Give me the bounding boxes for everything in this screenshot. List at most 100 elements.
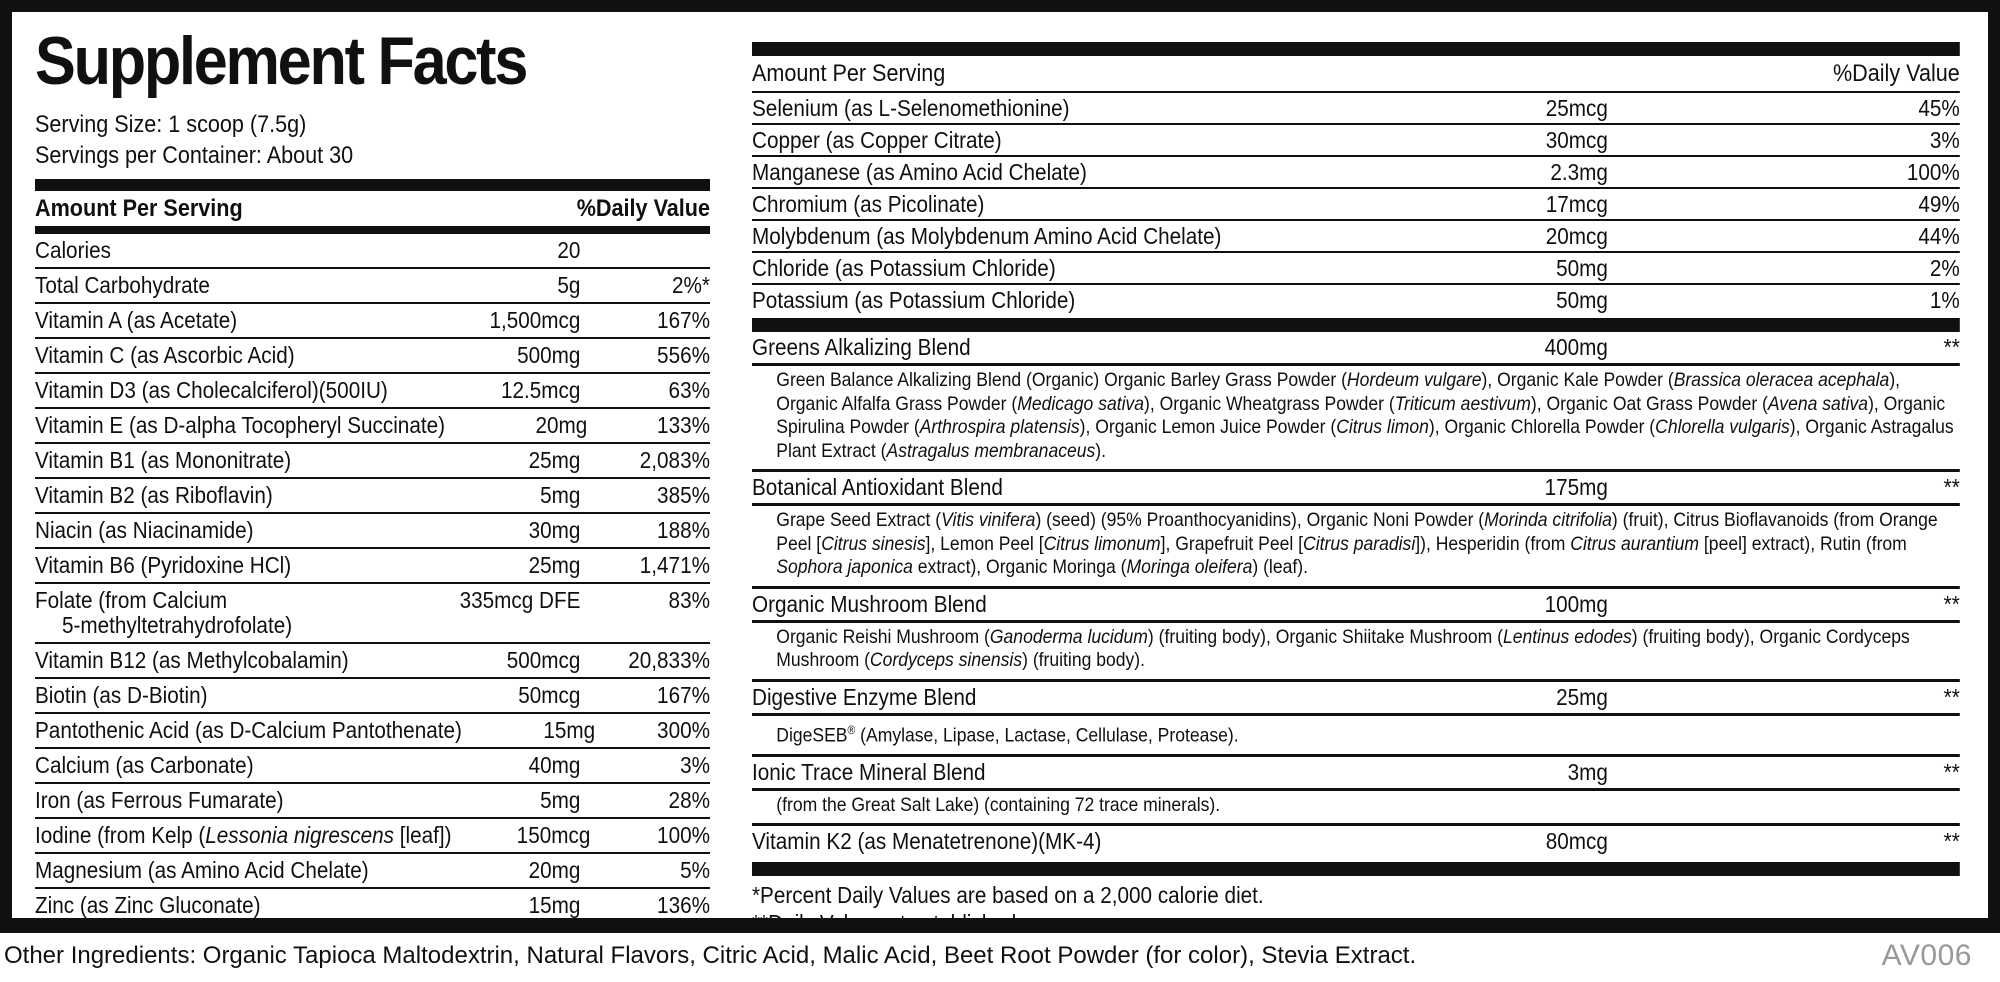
nutrient-name: Vitamin K2 (as Menatetrenone)(MK-4) bbox=[752, 828, 1102, 854]
nutrient-name: Ionic Trace Mineral Blend bbox=[752, 758, 986, 785]
other-ingredients-text: Other Ingredients: Organic Tapioca Malto… bbox=[4, 941, 1417, 969]
nutrient-amount: 25mg bbox=[528, 551, 581, 578]
nutrient-row: Molybdenum (as Molybdenum Amino Acid Che… bbox=[752, 221, 1960, 253]
nutrient-name: Zinc (as Zinc Gluconate) bbox=[35, 891, 261, 918]
nutrient-name: Organic Mushroom Blend bbox=[752, 590, 987, 617]
nutrient-amount: 50mg bbox=[1556, 255, 1608, 281]
panel-title: Supplement Facts bbox=[35, 23, 528, 99]
servings-per-container: Servings per Container: About 30 bbox=[35, 141, 354, 169]
nutrient-dv: 100% bbox=[1906, 159, 1960, 185]
blend-description: DigeSEB® (Amylase, Lipase, Lactase, Cell… bbox=[752, 716, 1960, 757]
footnote: *Percent Daily Values are based on a 2,0… bbox=[752, 882, 1264, 908]
nutrient-dv: 556% bbox=[657, 341, 710, 368]
right-column: Amount Per Serving %Daily Value Selenium… bbox=[752, 42, 1960, 937]
section-bar bbox=[752, 318, 1960, 332]
label-box: Supplement Facts Serving Size: 1 scoop (… bbox=[0, 0, 2000, 936]
nutrient-name: Total Carbohydrate bbox=[35, 271, 210, 298]
nutrient-name: Potassium (as Potassium Chloride) bbox=[752, 287, 1076, 313]
nutrient-amount: 5mg bbox=[540, 786, 581, 813]
nutrient-dv: 133% bbox=[657, 411, 710, 438]
nutrient-amount: 40mg bbox=[528, 751, 581, 778]
nutrient-row: Iodine (from Kelp (Lessonia nigrescens [… bbox=[35, 819, 710, 854]
nutrient-dv: 83% bbox=[668, 586, 710, 613]
nutrient-dv: ** bbox=[1943, 683, 1960, 710]
nutrient-row: Copper (as Copper Citrate) 30mcg 3% bbox=[752, 125, 1960, 157]
nutrient-table-right: Selenium (as L-Selenomethionine) 25mcg 45%… bbox=[752, 93, 1960, 315]
left-column: Supplement Facts Serving Size: 1 scoop (… bbox=[35, 18, 713, 922]
nutrient-dv: 44% bbox=[1918, 223, 1960, 249]
nutrient-amount: 20 bbox=[557, 236, 581, 263]
nutrient-name: Biotin (as D-Biotin) bbox=[35, 681, 208, 708]
nutrient-row: Folate (from Calcium 5-methyltetrahydrofo… bbox=[35, 584, 710, 644]
blend-description: Organic Reishi Mushroom (Ganoderma lucid… bbox=[752, 623, 1960, 682]
nutrient-name: Chromium (as Picolinate) bbox=[752, 191, 985, 217]
nutrient-dv: 3% bbox=[680, 751, 710, 778]
nutrient-amount: 25mg bbox=[1556, 683, 1608, 710]
nutrient-amount: 5mg bbox=[540, 481, 581, 508]
nutrient-amount: 17mcg bbox=[1545, 191, 1608, 217]
nutrient-row: Potassium (as Potassium Chloride) 50mg 1% bbox=[752, 285, 1960, 315]
nutrient-amount: 400mg bbox=[1544, 334, 1608, 360]
nutrient-row: Vitamin E (as D-alpha Tocopheryl Succina… bbox=[35, 409, 710, 444]
nutrient-amount: 15mg bbox=[543, 716, 596, 743]
nutrient-amount: 80mcg bbox=[1545, 828, 1608, 854]
nutrient-dv: 49% bbox=[1918, 191, 1960, 217]
nutrient-name: Vitamin B2 (as Riboflavin) bbox=[35, 481, 273, 508]
nutrient-amount: 500mg bbox=[517, 341, 581, 368]
nutrient-row: Chromium (as Picolinate) 17mcg 49% bbox=[752, 189, 1960, 221]
blend-row: Vitamin K2 (as Menatetrenone)(MK-4) 80mcg… bbox=[752, 826, 1960, 857]
nutrient-dv: ** bbox=[1943, 334, 1960, 360]
nutrient-row: Magnesium (as Amino Acid Chelate) 20mg 5% bbox=[35, 854, 710, 889]
blend-row: Greens Alkalizing Blend 400mg ** bbox=[752, 332, 1960, 366]
serving-size: Serving Size: 1 scoop (7.5g) bbox=[35, 110, 307, 138]
nutrient-row: Vitamin C (as Ascorbic Acid) 500mg 556% bbox=[35, 339, 710, 374]
label-footer: Other Ingredients: Organic Tapioca Malto… bbox=[0, 933, 2000, 982]
nutrient-name: Magnesium (as Amino Acid Chelate) bbox=[35, 856, 369, 883]
nutrient-amount: 30mg bbox=[528, 516, 581, 543]
nutrient-dv: 2%* bbox=[672, 271, 710, 298]
nutrient-amount: 30mcg bbox=[1545, 127, 1608, 153]
nutrient-dv: 2% bbox=[1929, 255, 1960, 281]
nutrient-row: Vitamin B1 (as Mononitrate) 25mg 2,083% bbox=[35, 444, 710, 479]
nutrient-amount: 25mcg bbox=[1545, 95, 1608, 121]
nutrient-name: Vitamin B12 (as Methylcobalamin) bbox=[35, 646, 349, 673]
nutrient-amount: 335mcg DFE bbox=[459, 586, 581, 613]
daily-value-header: %Daily Value bbox=[1832, 60, 1960, 87]
nutrient-amount: 1,500mcg bbox=[489, 306, 581, 333]
nutrient-dv: 167% bbox=[657, 306, 710, 333]
nutrient-name: Vitamin D3 (as Cholecalciferol)(500IU) bbox=[35, 376, 388, 403]
nutrient-name: Digestive Enzyme Blend bbox=[752, 683, 977, 710]
nutrient-dv: 28% bbox=[668, 786, 710, 813]
nutrient-name: Molybdenum (as Molybdenum Amino Acid Che… bbox=[752, 223, 1222, 249]
nutrient-row: Chloride (as Potassium Chloride) 50mg 2% bbox=[752, 253, 1960, 285]
nutrient-dv: ** bbox=[1943, 474, 1960, 500]
nutrient-row: Iron (as Ferrous Fumarate) 5mg 28% bbox=[35, 784, 710, 819]
section-bar bbox=[35, 225, 710, 234]
nutrient-row: Vitamin A (as Acetate) 1,500mcg 167% bbox=[35, 304, 710, 339]
amount-per-serving-header: Amount Per Serving bbox=[35, 194, 243, 222]
nutrient-amount: 150mcg bbox=[516, 821, 591, 848]
nutrient-row: Vitamin D3 (as Cholecalciferol)(500IU) 12… bbox=[35, 374, 710, 409]
nutrient-name: Selenium (as L-Selenomethionine) bbox=[752, 95, 1070, 121]
nutrient-amount: 3mg bbox=[1567, 758, 1608, 785]
blend-row: Organic Mushroom Blend 100mg ** bbox=[752, 589, 1960, 623]
nutrient-dv: 300% bbox=[657, 716, 710, 743]
nutrient-name: Pantothenic Acid (as D-Calcium Pantothen… bbox=[35, 716, 462, 743]
nutrient-dv: ** bbox=[1943, 758, 1960, 785]
nutrient-table-left: Calories 20 Total Carbohydrate 5g 2%* Vitamin… bbox=[35, 234, 710, 922]
nutrient-amount: 25mg bbox=[528, 446, 581, 473]
blend-description: (from the Great Salt Lake) (containing 7… bbox=[752, 791, 1960, 826]
nutrient-dv: 63% bbox=[668, 376, 710, 403]
nutrient-name: Vitamin C (as Ascorbic Acid) bbox=[35, 341, 295, 368]
nutrient-row: Pantothenic Acid (as D-Calcium Pantothen… bbox=[35, 714, 710, 749]
doc-code: AV006 bbox=[1881, 938, 1972, 972]
blend-list: Greens Alkalizing Blend 400mg ** Green Bala… bbox=[752, 332, 1960, 857]
section-bar bbox=[752, 862, 1960, 876]
nutrient-name: Calories bbox=[35, 236, 111, 263]
blend-row: Ionic Trace Mineral Blend 3mg ** bbox=[752, 757, 1960, 791]
nutrient-amount: 500mcg bbox=[506, 646, 581, 673]
nutrient-name: Niacin (as Niacinamide) bbox=[35, 516, 254, 543]
left-table-header: Amount Per Serving %Daily Value bbox=[35, 191, 710, 226]
nutrient-dv: ** bbox=[1943, 828, 1960, 854]
